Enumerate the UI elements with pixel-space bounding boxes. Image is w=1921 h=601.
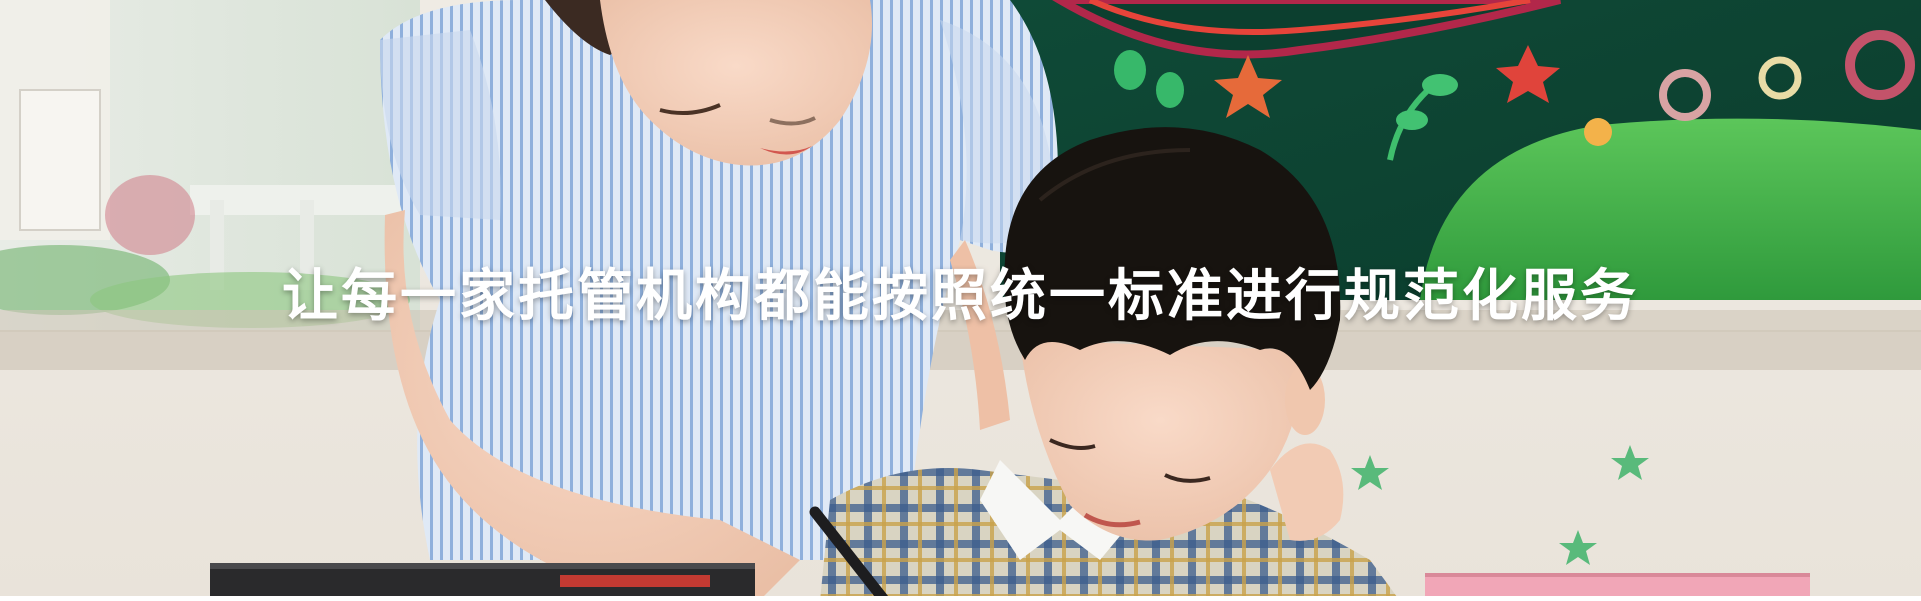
- hero-headline: 让每一家托管机构都能按照统一标准进行规范化服务: [282, 264, 1639, 329]
